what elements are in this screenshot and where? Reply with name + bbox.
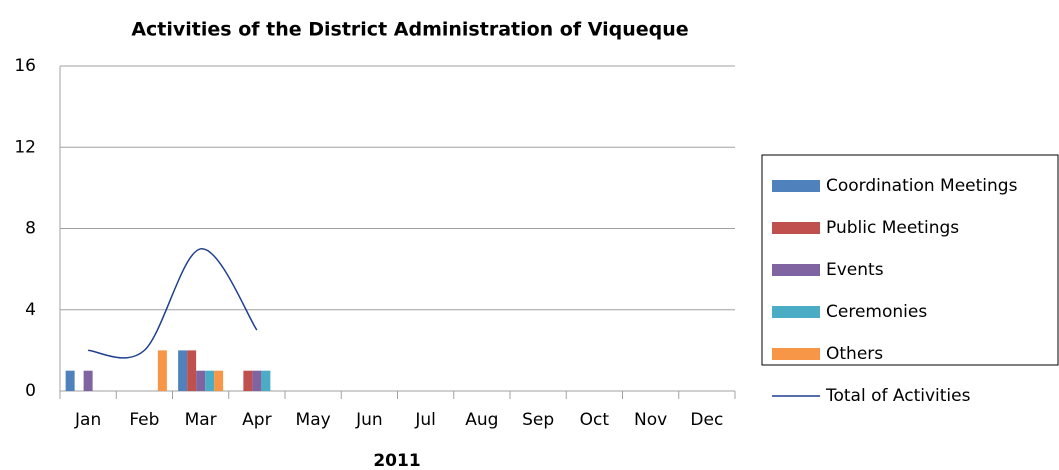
bar: [252, 370, 262, 391]
x-tick-label: Jul: [414, 410, 436, 430]
x-tick-label: Dec: [690, 410, 723, 430]
legend-swatch: [772, 180, 820, 192]
legend-label: Ceremonies: [826, 302, 927, 322]
line: [88, 248, 258, 359]
bar: [65, 370, 75, 391]
x-axis-title: 2011: [373, 451, 420, 470]
bar: [196, 370, 206, 391]
legend-swatch: [772, 264, 820, 276]
x-tick-label: Jan: [74, 410, 101, 430]
bar: [178, 350, 188, 391]
legend-label: Public Meetings: [826, 218, 959, 238]
legend-swatch: [772, 348, 820, 360]
x-tick-label: Sep: [522, 410, 554, 430]
bar: [261, 370, 271, 391]
bar: [157, 350, 167, 391]
x-tick-label: May: [296, 410, 331, 430]
x-tick-label: Jun: [355, 410, 383, 430]
y-tick-label: 12: [14, 137, 36, 157]
bar: [243, 370, 253, 391]
chart-title: Activities of the District Administratio…: [131, 19, 688, 41]
x-tick-label: Oct: [580, 410, 610, 430]
x-tick-label: Nov: [634, 410, 667, 430]
y-tick-label: 0: [25, 381, 36, 401]
legend-label: Coordination Meetings: [826, 176, 1018, 196]
bar: [187, 350, 197, 391]
x-tick-label: Feb: [129, 410, 159, 430]
bar: [214, 370, 224, 391]
legend-swatch: [772, 306, 820, 318]
x-tick-label: Mar: [185, 410, 217, 430]
legend-label: Others: [826, 344, 883, 364]
y-tick-label: 8: [25, 219, 36, 239]
legend-swatch: [772, 222, 820, 234]
bar: [205, 370, 215, 391]
x-tick-label: Aug: [465, 410, 498, 430]
x-tick-label: Apr: [242, 410, 271, 430]
y-tick-label: 4: [25, 300, 36, 320]
y-tick-label: 16: [14, 56, 36, 76]
bar: [83, 370, 93, 391]
legend-label: Total of Activities: [825, 386, 971, 406]
legend-label: Events: [826, 260, 884, 280]
